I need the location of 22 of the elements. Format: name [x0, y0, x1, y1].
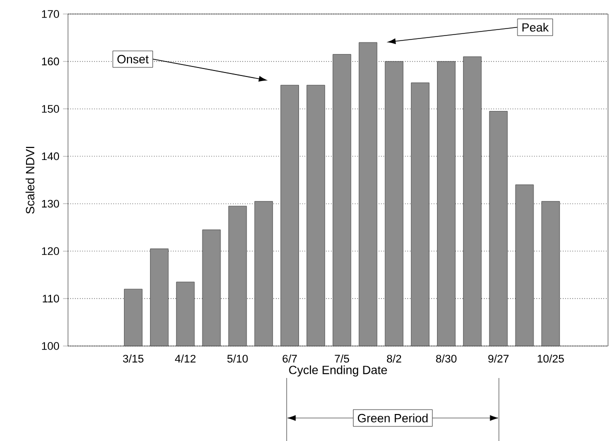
y-tick-label: 170	[42, 10, 60, 18]
x-tick-label: 8/30	[436, 354, 456, 363]
y-tick-label: 110	[42, 294, 60, 302]
x-tick-label: 10/25	[538, 354, 564, 363]
y-axis-title: Scaled NDVI	[26, 146, 34, 214]
x-tick-label: 7/5	[334, 354, 350, 363]
x-tick-label: 9/27	[488, 354, 509, 363]
y-tick-label: 120	[42, 247, 60, 256]
x-tick-label: 5/10	[227, 354, 248, 363]
y-tick-label: 140	[42, 152, 60, 160]
x-axis-title: Cycle Ending Date	[289, 365, 387, 377]
y-tick-label: 150	[42, 104, 60, 113]
y-tick-label: 160	[42, 58, 60, 66]
annotation: Peak	[522, 22, 549, 32]
y-tick-label: 100	[42, 342, 60, 350]
x-tick-label: 8/2	[386, 354, 402, 363]
x-tick-label: 6/7	[282, 354, 297, 363]
x-tick-label: 4/12	[174, 354, 196, 363]
y-tick-label: 130	[42, 200, 60, 208]
annotation: Onset	[117, 54, 149, 64]
text: Green Period	[358, 414, 428, 422]
x-tick-label: 3/15	[122, 354, 144, 363]
